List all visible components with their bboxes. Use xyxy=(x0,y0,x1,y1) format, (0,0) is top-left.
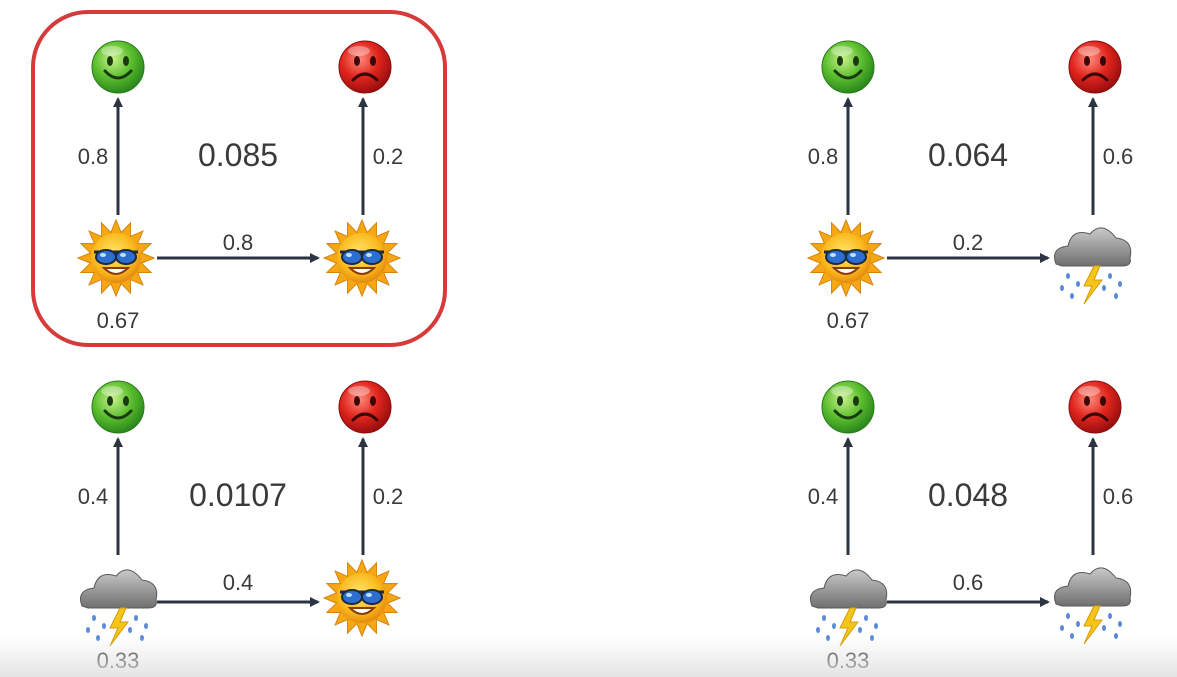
initial-prob-label: 0.33 xyxy=(97,648,140,673)
storm-cloud-icon xyxy=(810,569,888,647)
initial-prob-label: 0.33 xyxy=(827,648,870,673)
transition-prob-label: 0.8 xyxy=(223,230,254,255)
sun-with-sunglasses-icon xyxy=(322,558,402,638)
transition-prob-label: 0.2 xyxy=(953,230,984,255)
right-emission-prob-label: 0.6 xyxy=(1103,144,1134,169)
panel-sunny-sunny: 0.8 0.2 0.8 0.67 0.085 xyxy=(31,10,447,347)
initial-prob-label: 0.67 xyxy=(97,308,140,333)
sad-face-icon xyxy=(1068,40,1122,94)
happy-face-icon xyxy=(821,40,875,94)
transition-prob-label: 0.6 xyxy=(953,570,984,595)
panel-rainy-rainy: 0.4 0.6 0.6 0.33 0.048 xyxy=(808,380,1134,673)
right-emission-prob-label: 0.2 xyxy=(373,144,404,169)
sun-with-sunglasses-icon xyxy=(322,218,402,298)
left-emission-prob-label: 0.4 xyxy=(808,484,839,509)
right-emission-prob-label: 0.2 xyxy=(373,484,404,509)
happy-face-icon xyxy=(91,40,145,94)
highlight-outline xyxy=(31,10,447,347)
happy-face-icon xyxy=(91,380,145,434)
initial-prob-label: 0.67 xyxy=(827,308,870,333)
panel-rainy-sunny: 0.4 0.2 0.4 0.33 0.0107 xyxy=(78,380,404,673)
joint-prob-label: 0.048 xyxy=(928,477,1008,513)
left-emission-prob-label: 0.4 xyxy=(78,484,109,509)
joint-prob-label: 0.085 xyxy=(198,137,278,173)
left-emission-prob-label: 0.8 xyxy=(808,144,839,169)
joint-prob-label: 0.0107 xyxy=(189,477,287,513)
sad-face-icon xyxy=(338,380,392,434)
storm-cloud-icon xyxy=(1054,567,1132,645)
sun-with-sunglasses-icon xyxy=(76,218,156,298)
sad-face-icon xyxy=(1068,380,1122,434)
storm-cloud-icon xyxy=(1054,227,1132,305)
sun-with-sunglasses-icon xyxy=(806,218,886,298)
left-emission-prob-label: 0.8 xyxy=(78,144,109,169)
right-emission-prob-label: 0.6 xyxy=(1103,484,1134,509)
happy-face-icon xyxy=(821,380,875,434)
panel-sunny-rainy: 0.8 0.6 0.2 0.67 0.064 xyxy=(806,40,1134,333)
sad-face-icon xyxy=(338,40,392,94)
transition-prob-label: 0.4 xyxy=(223,570,254,595)
storm-cloud-icon xyxy=(80,569,158,647)
joint-prob-label: 0.064 xyxy=(928,137,1008,173)
